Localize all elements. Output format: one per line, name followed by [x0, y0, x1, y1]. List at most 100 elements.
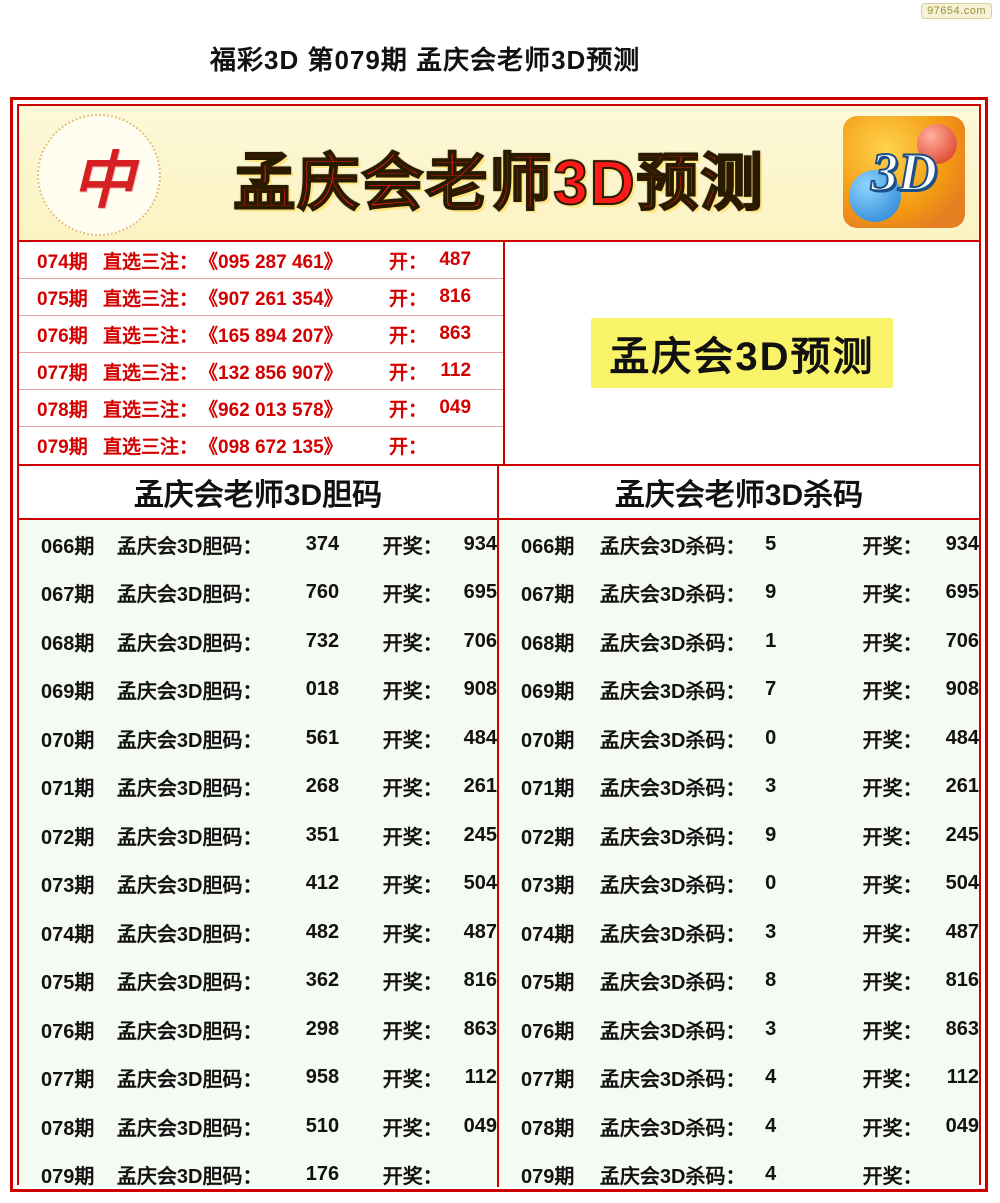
table-row: 079期 孟庆会3D胆码： 176 开奖： [19, 1151, 497, 1200]
prediction-label: 直选三注： [103, 288, 199, 310]
row-label: 孟庆会3D胆码： [116, 1020, 263, 1043]
prediction-open-label: 开： [389, 399, 428, 421]
prediction-issue: 074期 [37, 251, 88, 273]
row-label: 孟庆会3D胆码： [116, 1069, 263, 1092]
row-issue: 075期 [41, 972, 95, 995]
prediction-issue: 079期 [37, 437, 88, 458]
row-open-value: 934 [945, 532, 979, 555]
row-open-value: 695 [463, 581, 497, 604]
prediction-numbers: 《132 856 907》 [199, 362, 343, 384]
row-open-label: 开奖： [862, 729, 923, 752]
row-value: 3 [765, 775, 777, 798]
row-open-label: 开奖： [862, 535, 923, 558]
row-value: 561 [305, 726, 340, 749]
row-open-label: 开奖： [382, 778, 443, 801]
row-open-value: 863 [463, 1017, 497, 1040]
table-row: 076期 孟庆会3D杀码： 3 开奖： 863 [499, 1005, 979, 1054]
row-label: 孟庆会3D杀码： [599, 923, 746, 946]
table-row: 073期 孟庆会3D杀码： 0 开奖： 504 [499, 860, 979, 909]
table-row: 079期 孟庆会3D杀码： 4 开奖： [499, 1151, 979, 1200]
row-value: 958 [305, 1066, 340, 1089]
row-label: 孟庆会3D杀码： [599, 778, 746, 801]
table-row: 067期 孟庆会3D胆码： 760 开奖： 695 [19, 569, 497, 618]
row-value: 0 [765, 726, 777, 749]
row-label: 孟庆会3D胆码： [116, 923, 263, 946]
row-open-label: 开奖： [862, 1166, 923, 1189]
list-item: 079期 直选三注： 《098 672 135》 开： [19, 427, 503, 464]
row-open-value: 261 [463, 775, 497, 798]
row-open-label: 开奖： [382, 1069, 443, 1092]
prediction-label: 直选三注： [103, 325, 199, 347]
row-label: 孟庆会3D杀码： [599, 972, 746, 995]
row-open-label: 开奖： [382, 1117, 443, 1140]
row-label: 孟庆会3D胆码： [116, 584, 263, 607]
row-value: 7 [765, 678, 777, 701]
row-value: 3 [765, 920, 777, 943]
prediction-issue: 075期 [37, 288, 88, 310]
row-open-value: 484 [463, 726, 497, 749]
row-issue: 076期 [521, 1020, 575, 1043]
row-issue: 076期 [41, 1020, 95, 1043]
row-issue: 073期 [521, 875, 575, 898]
row-issue: 070期 [521, 729, 575, 752]
dan-table-body: 066期 孟庆会3D胆码： 374 开奖： 934 067期 孟庆会3D胆码： 760 开奖：… [19, 520, 497, 1199]
prediction-numbers: 《165 894 207》 [199, 325, 343, 347]
row-value: 298 [305, 1017, 340, 1040]
row-open-label: 开奖： [382, 729, 443, 752]
kill-table: 孟庆会老师3D杀码 066期 孟庆会3D杀码： 5 开奖： 934 067期 孟庆会3D杀… [499, 466, 979, 1188]
table-row: 074期 孟庆会3D胆码： 482 开奖： 487 [19, 908, 497, 957]
kill-table-header: 孟庆会老师3D杀码 [499, 466, 979, 520]
row-value: 8 [765, 969, 777, 992]
table-row: 077期 孟庆会3D胆码： 958 开奖： 112 [19, 1054, 497, 1103]
row-open-value: 487 [945, 920, 979, 943]
row-open-value: 504 [945, 872, 979, 895]
row-open-label: 开奖： [382, 923, 443, 946]
top-watermark-bar: 97654.com [195, 0, 1000, 97]
row-open-label: 开奖： [862, 1069, 923, 1092]
row-open-label: 开奖： [382, 632, 443, 655]
prediction-numbers: 《907 261 354》 [199, 288, 343, 310]
row-open-value: 706 [463, 629, 497, 652]
row-open-value: 245 [463, 823, 497, 846]
row-open-value: 816 [463, 969, 497, 992]
table-row: 074期 孟庆会3D杀码： 3 开奖： 487 [499, 908, 979, 957]
poster-header: 中 孟庆会老师3D预测 3D [19, 106, 979, 242]
row-value: 510 [305, 1114, 340, 1137]
row-label: 孟庆会3D杀码： [599, 826, 746, 849]
row-label: 孟庆会3D杀码： [599, 535, 746, 558]
list-item: 077期 直选三注： 《132 856 907》 开： 112 [19, 353, 503, 390]
row-open-value: 816 [945, 969, 979, 992]
row-label: 孟庆会3D杀码： [599, 1020, 746, 1043]
row-open-label: 开奖： [382, 1166, 443, 1189]
prediction-section: 074期 直选三注： 《095 287 461》 开： 487 075期 直选三… [19, 242, 979, 466]
row-open-label: 开奖： [862, 923, 923, 946]
row-value: 0 [765, 872, 777, 895]
row-open-value: 112 [464, 1066, 497, 1089]
table-row: 070期 孟庆会3D杀码： 0 开奖： 484 [499, 714, 979, 763]
row-open-value: 934 [463, 532, 497, 555]
lottery-3d-logo-icon: 3D [843, 116, 965, 228]
table-row: 071期 孟庆会3D杀码： 3 开奖： 261 [499, 763, 979, 812]
welfare-lottery-logo-icon: 中 [37, 114, 161, 236]
row-value: 482 [305, 920, 340, 943]
row-value: 268 [305, 775, 340, 798]
row-label: 孟庆会3D杀码： [599, 1117, 746, 1140]
table-row: 069期 孟庆会3D胆码： 018 开奖： 908 [19, 666, 497, 715]
row-label: 孟庆会3D胆码： [116, 535, 263, 558]
poster-header-title: 孟庆会老师3D预测 [232, 148, 765, 219]
row-label: 孟庆会3D杀码： [599, 1069, 746, 1092]
prediction-issue: 077期 [37, 362, 88, 384]
row-value: 374 [305, 532, 340, 555]
table-row: 072期 孟庆会3D胆码： 351 开奖： 245 [19, 811, 497, 860]
table-row: 066期 孟庆会3D胆码： 374 开奖： 934 [19, 520, 497, 569]
row-label: 孟庆会3D杀码： [599, 729, 746, 752]
row-open-label: 开奖： [862, 1020, 923, 1043]
row-issue: 071期 [521, 778, 575, 801]
blue-ball-icon [849, 170, 901, 222]
row-label: 孟庆会3D杀码： [599, 681, 746, 704]
row-label: 孟庆会3D杀码： [599, 632, 746, 655]
poster-inner-frame: 中 孟庆会老师3D预测 3D 074期 直选三注： 《095 287 461》 … [17, 104, 981, 1188]
table-row: 077期 孟庆会3D杀码： 4 开奖： 112 [499, 1054, 979, 1103]
table-row: 071期 孟庆会3D胆码： 268 开奖： 261 [19, 763, 497, 812]
